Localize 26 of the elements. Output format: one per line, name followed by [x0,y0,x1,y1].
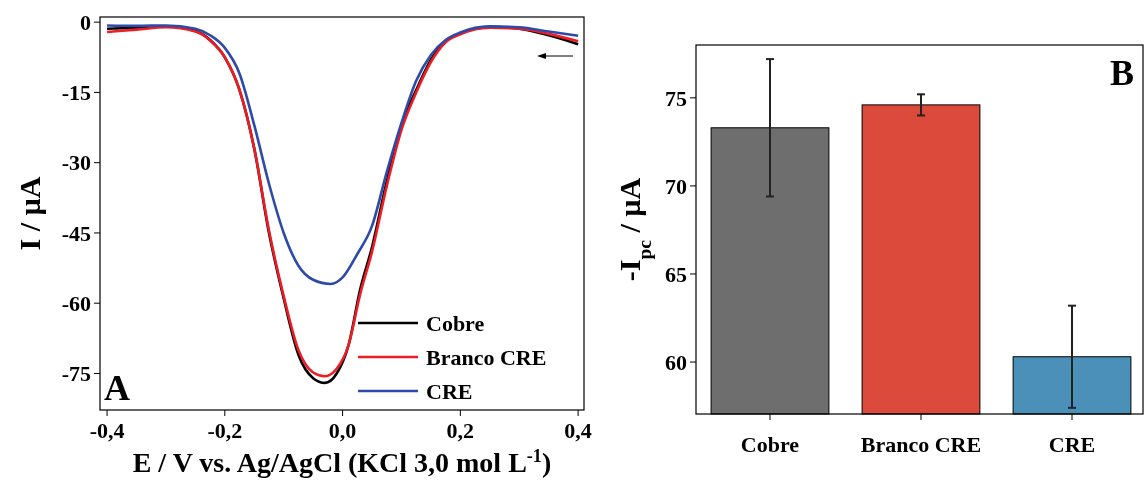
y-tick-label: 0 [80,9,91,35]
annotation: B [1110,53,1135,93]
y-tick-label: 75 [665,85,687,111]
legend-label: Branco CRE [426,344,547,370]
y-tick-label: -30 [61,150,91,176]
x-tick-label: Cobre [740,432,800,457]
x-tick-label: CRE [1048,432,1096,457]
y-tick-label: 60 [665,349,687,375]
line-series [105,24,580,286]
y-tick-label: -15 [61,80,91,106]
y-axis-title: I / µA [13,176,46,251]
y-tick-label: -60 [61,290,91,316]
x-tick-label: Branco CRE [860,432,982,457]
x-tick-label: -0,4 [89,418,125,443]
x-tick-label: 0,2 [446,418,475,443]
x-tick-label: 0,0 [328,418,357,443]
y-tick-label: -75 [61,361,91,387]
y-tick-label: 65 [665,261,687,287]
legend-label: CRE [426,378,473,404]
y-tick-label: 70 [665,173,687,199]
x-tick-label: -0,2 [207,418,243,443]
x-axis-title: E / V vs. Ag/AgCl (KCl 3,0 mol L$^{-1}$) [132,446,552,478]
legend-label: Cobre [426,310,485,336]
annotation: A [104,368,130,408]
x-tick-label: 0,4 [564,418,592,443]
y-tick-label: -45 [61,220,91,246]
